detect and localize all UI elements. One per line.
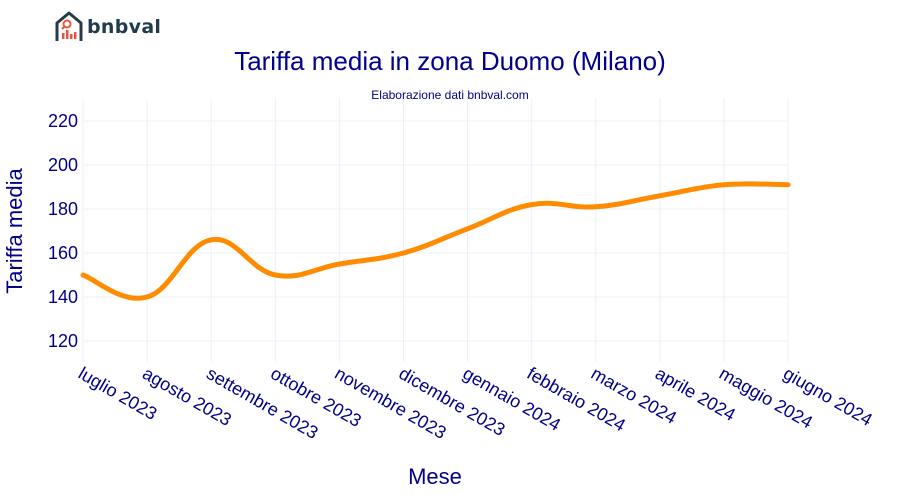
y-tick-label: 140 (48, 287, 78, 307)
y-tick-label: 200 (48, 155, 78, 175)
series-line (80, 181, 791, 301)
y-axis-label: Tariffa media (2, 167, 27, 293)
y-tick-label: 120 (48, 331, 78, 351)
y-tick-label: 220 (48, 111, 78, 131)
brand-logo: bnbval (54, 11, 161, 43)
y-tick-label: 160 (48, 243, 78, 263)
brand-name: bnbval (87, 16, 162, 38)
x-axis-label: Mese (408, 464, 462, 489)
house-chart-icon (55, 11, 83, 41)
y-tick-label: 180 (48, 199, 78, 219)
x-tick-label: settembre 2023 (203, 363, 321, 443)
chart-subtitle: Elaborazione dati bnbval.com (371, 88, 528, 102)
x-tick-label: dicembre 2023 (395, 363, 508, 440)
x-tick-label: novembre 2023 (331, 363, 449, 443)
chart-title: Tariffa media in zona Duomo (Milano) (234, 46, 666, 76)
